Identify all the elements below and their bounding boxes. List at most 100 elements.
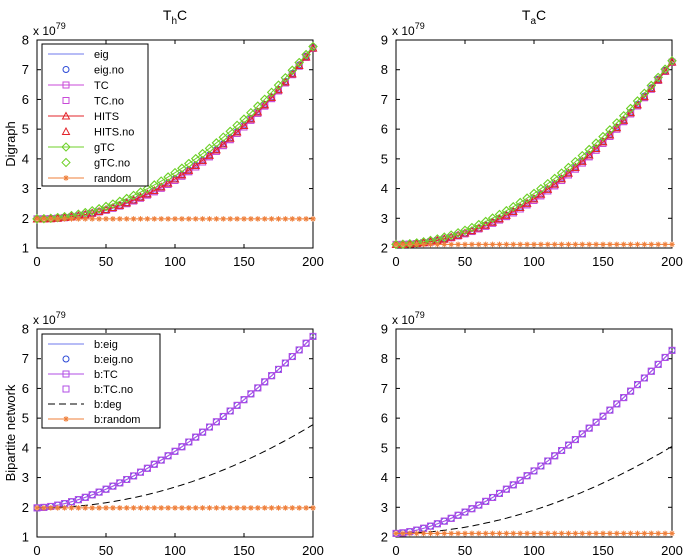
data-point-hits-no [619, 115, 629, 124]
series-b-tc-no [33, 332, 317, 512]
data-point-hits-no [529, 194, 539, 203]
data-point-hits-no [191, 160, 201, 169]
data-point-b-tc-no [475, 501, 483, 509]
data-point-b-tc-no [192, 433, 200, 441]
data-point-b-tc-no [171, 447, 179, 455]
y-tick-label: 5 [22, 122, 29, 137]
data-point-b-tc-no [578, 430, 586, 438]
legend-marker [61, 142, 71, 152]
data-point-b-tc-no [268, 372, 276, 380]
data-point-random [393, 241, 399, 248]
data-point-gtc-no [121, 193, 132, 204]
data-point-b-tc-no [537, 462, 545, 470]
y-tick-label: 7 [381, 381, 388, 396]
data-point-b-random [34, 505, 40, 511]
y-tick-label: 7 [22, 351, 29, 366]
data-point-hits-no [163, 178, 173, 187]
data-point-b-random [213, 505, 220, 511]
legend-marker [61, 126, 71, 135]
data-point-random [407, 241, 413, 248]
data-point-b-tc-no [544, 457, 552, 465]
x-tick-label: 100 [164, 543, 186, 557]
data-point-random [151, 216, 158, 222]
data-point-random [455, 241, 461, 248]
data-point-b-tc-no [613, 400, 621, 408]
x-tick-label: 200 [302, 543, 324, 557]
data-point-random [607, 241, 613, 248]
data-point-hits-no [218, 139, 228, 148]
data-point-random [620, 241, 627, 248]
title-tail: C [177, 7, 187, 23]
data-point-random [434, 241, 441, 248]
data-point-b-tc-no [81, 493, 89, 501]
series-b-deg [396, 445, 673, 534]
data-point-b-tc-no [150, 460, 158, 468]
data-point-gtc-no [204, 143, 215, 154]
y-tick-label: 1 [22, 530, 29, 545]
data-point-b-random [186, 505, 192, 511]
data-point-hits-no [205, 150, 214, 159]
data-point-gtc-no [253, 101, 263, 111]
y-tick-label: 8 [22, 33, 29, 48]
data-point-b-random [82, 505, 89, 511]
data-point-b-tc-no [565, 441, 572, 449]
data-point-gtc-no [529, 188, 539, 199]
series-random [34, 216, 316, 222]
x-tick-label: 50 [458, 543, 472, 557]
series-line-b-deg [37, 424, 314, 509]
data-point-b-tc-no [551, 452, 559, 460]
title-subscript: a [530, 16, 536, 27]
y-tick-label: 4 [381, 470, 388, 485]
data-point-hits-no [515, 202, 525, 211]
data-point-random [110, 216, 116, 222]
data-point-gtc-no [536, 183, 546, 194]
data-point-hits-no [239, 120, 249, 129]
data-point-b-tc-no [558, 447, 566, 455]
data-point-b-random [614, 530, 620, 537]
data-point-gtc-no [142, 183, 153, 194]
data-point-gtc-no [563, 162, 574, 173]
data-point-random [199, 216, 206, 222]
data-point-gtc-no [398, 239, 408, 249]
data-point-gtc-no [287, 65, 298, 75]
y-tick-label: 7 [22, 62, 29, 77]
data-point-random [496, 241, 503, 248]
data-point-random [103, 216, 109, 222]
data-point-random [186, 216, 192, 222]
data-point-b-random [517, 530, 523, 537]
data-point-b-random [434, 530, 441, 537]
data-point-b-random [220, 505, 227, 511]
data-point-b-random [296, 505, 302, 511]
legend-label: random [94, 173, 131, 185]
data-point-random [634, 241, 641, 248]
legend-marker [62, 355, 70, 363]
data-point-hits-no [225, 133, 235, 142]
data-point-hits-no [522, 198, 532, 207]
data-point-random [234, 216, 240, 222]
data-point-b-random [151, 505, 158, 511]
data-point-b-random [441, 530, 448, 537]
data-point-gtc-no [508, 202, 519, 212]
data-point-b-random [524, 530, 530, 537]
series-gtc-no [32, 41, 318, 224]
data-point-random [165, 216, 171, 222]
data-point-gtc-no [667, 56, 677, 66]
data-point-b-tc-no [309, 332, 317, 340]
y-tick-label: 8 [381, 351, 388, 366]
data-point-gtc-no [405, 239, 415, 249]
data-point-gtc-no [87, 206, 97, 216]
data-point-random [34, 216, 40, 222]
x-tick-label: 150 [233, 543, 255, 557]
series-hits-no [391, 57, 677, 248]
data-point-random [482, 241, 489, 248]
data-point-hits-no [287, 69, 297, 78]
y-tick-label: 6 [22, 381, 29, 396]
data-point-hits-no [246, 114, 256, 123]
y-tick-label: 2 [22, 500, 29, 515]
x-tick-label: 50 [458, 254, 472, 269]
data-point-random [117, 216, 123, 222]
data-point-random [558, 241, 565, 248]
data-point-b-random [551, 530, 558, 537]
data-point-hits-no [143, 189, 152, 198]
data-point-random [669, 241, 675, 248]
